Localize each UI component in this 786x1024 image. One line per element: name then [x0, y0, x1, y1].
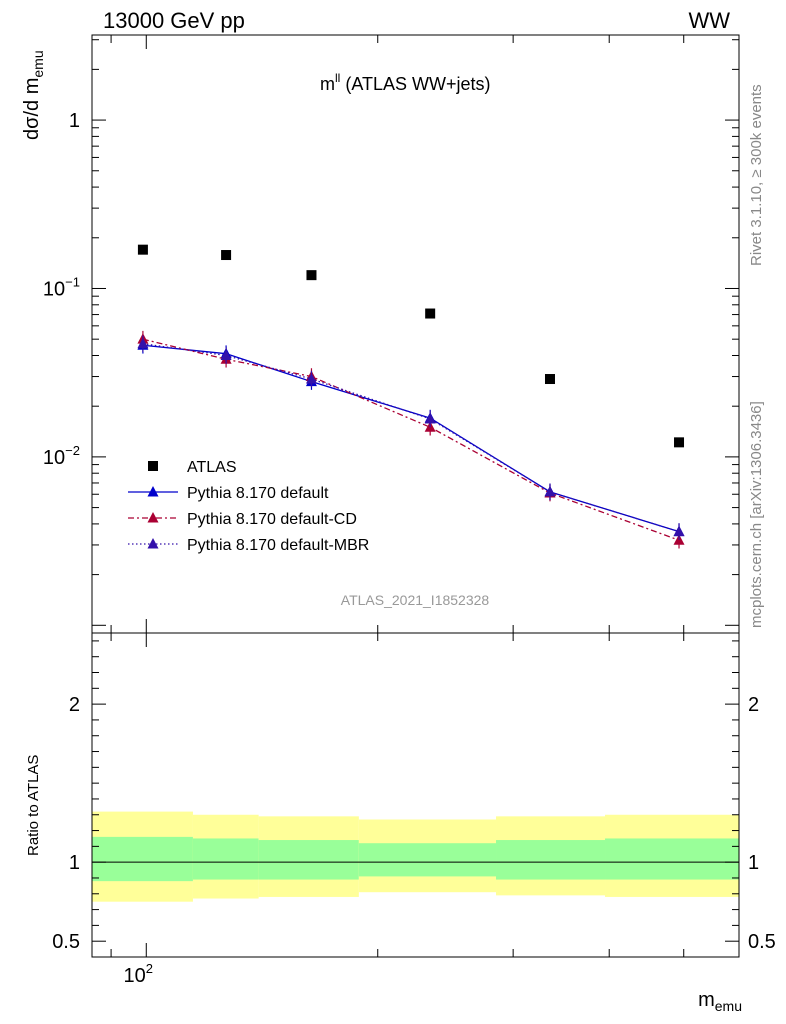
- y-tick-label-exponent: −2: [65, 443, 80, 458]
- plot-title-rest: (ATLAS WW+jets): [340, 74, 490, 94]
- series-line-2: [142, 343, 680, 533]
- ratio-bands-layer: [92, 811, 739, 902]
- y-tick-label: 10−2: [43, 443, 80, 469]
- legend-label: Pythia 8.170 default-MBR: [187, 537, 369, 554]
- x-tick-label: 102: [124, 961, 153, 987]
- data-point-atlas: [674, 437, 685, 448]
- ratio-tick-label-right: 1: [748, 852, 759, 874]
- ratio-band-inner: [358, 843, 497, 877]
- ratio-band-inner: [192, 838, 259, 880]
- x-axis-label: memu: [698, 989, 742, 1014]
- data-point-atlas: [306, 270, 317, 281]
- legend: ATLAS Pythia 8.170 default Pythia 8.170 de…: [128, 459, 369, 554]
- legend-marker: [147, 486, 159, 497]
- ratio-axis-ticks: 2 2 1 1 0.5 0.5: [52, 633, 776, 958]
- x-axis-label-sub: emu: [715, 998, 742, 1014]
- legend-label: Pythia 8.170 default-CD: [187, 511, 357, 528]
- ratio-tick-label-right: 2: [748, 694, 759, 716]
- main-panel: 110−110−2 mll (ATLAS WW+jets) ATLAS_2021…: [21, 34, 740, 634]
- plot-title-sup: ll: [335, 71, 340, 85]
- watermark-analysis: ATLAS_2021_I1852328: [341, 592, 490, 608]
- plot-title: mll (ATLAS WW+jets): [320, 71, 491, 94]
- main-axis-ticks: 110−110−2: [43, 35, 739, 634]
- y-tick-label: 1: [69, 110, 80, 132]
- x-axis-label-main: m: [698, 989, 715, 1011]
- ratio-tick-label-left: 1: [69, 852, 80, 874]
- ratio-tick-label-left: 0.5: [52, 931, 80, 953]
- data-point-atlas: [137, 244, 148, 255]
- y-tick-label-base: 1: [69, 110, 80, 132]
- series-marker-2: [424, 412, 436, 424]
- rivet-version-label: Rivet 3.1.10, ≥ 300k events: [748, 84, 765, 266]
- ratio-panel: 2 2 1 1 0.5 0.5 Ratio to ATLAS: [25, 632, 776, 958]
- data-point-atlas: [221, 250, 232, 261]
- x-tick-label-exponent: 2: [146, 961, 153, 976]
- y-axis-label-sub: emu: [30, 50, 46, 77]
- mcplots-label: mcplots.cern.ch [arXiv:1306.3436]: [748, 401, 765, 628]
- series-marker-2: [673, 525, 685, 537]
- data-point-atlas: [425, 308, 436, 319]
- ratio-band-inner: [258, 840, 359, 880]
- ratio-band-inner: [605, 838, 739, 880]
- legend-label: Pythia 8.170 default: [187, 485, 329, 502]
- x-tick-label-base: 10: [124, 965, 146, 987]
- ratio-y-axis-label: Ratio to ATLAS: [25, 755, 42, 856]
- ratio-band-inner: [92, 836, 193, 882]
- header-energy-label: 13000 GeV pp: [103, 8, 245, 33]
- series-marker-2: [305, 373, 317, 384]
- series-line-0: [142, 344, 680, 533]
- ratio-band-inner: [496, 840, 606, 880]
- y-axis-label-main: dσ/d m: [21, 78, 43, 140]
- legend-marker: [147, 512, 159, 523]
- y-tick-label-base: 10: [43, 447, 65, 469]
- series-marker-2: [544, 485, 556, 497]
- ratio-tick-label-right: 0.5: [748, 931, 776, 953]
- ratio-panel-frame: [91, 632, 740, 958]
- ratio-tick-label-left: 2: [69, 694, 80, 716]
- y-tick-label-base: 10: [43, 278, 65, 300]
- series-marker-2: [137, 337, 149, 349]
- data-point-atlas: [544, 374, 555, 385]
- legend-label: ATLAS: [187, 459, 237, 476]
- y-tick-label-exponent: −1: [65, 274, 80, 289]
- x-axis-tick-labels: 102: [124, 961, 153, 987]
- plot-title-main: m: [320, 74, 335, 94]
- main-series-layer: [137, 244, 685, 549]
- legend-marker-atlas: [148, 461, 158, 471]
- series-line-1: [142, 338, 680, 541]
- header-process-label: WW: [688, 8, 730, 33]
- y-tick-label: 10−1: [43, 274, 80, 300]
- y-axis-label: dσ/d memu: [21, 50, 46, 140]
- legend-marker: [147, 538, 159, 549]
- series-marker-2: [220, 349, 232, 360]
